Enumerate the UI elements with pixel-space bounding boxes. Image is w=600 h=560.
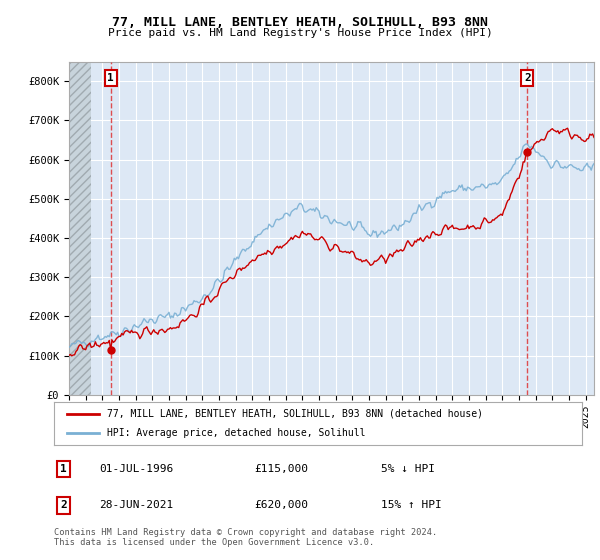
Text: 5% ↓ HPI: 5% ↓ HPI <box>382 464 436 474</box>
Text: Contains HM Land Registry data © Crown copyright and database right 2024.
This d: Contains HM Land Registry data © Crown c… <box>54 528 437 547</box>
Text: 01-JUL-1996: 01-JUL-1996 <box>99 464 173 474</box>
Text: 77, MILL LANE, BENTLEY HEATH, SOLIHULL, B93 8NN (detached house): 77, MILL LANE, BENTLEY HEATH, SOLIHULL, … <box>107 409 483 419</box>
Text: £115,000: £115,000 <box>254 464 308 474</box>
Text: 28-JUN-2021: 28-JUN-2021 <box>99 501 173 510</box>
Text: HPI: Average price, detached house, Solihull: HPI: Average price, detached house, Soli… <box>107 428 365 438</box>
Text: 2: 2 <box>524 73 531 83</box>
Text: Price paid vs. HM Land Registry's House Price Index (HPI): Price paid vs. HM Land Registry's House … <box>107 28 493 38</box>
Text: 2: 2 <box>60 501 67 510</box>
Text: £620,000: £620,000 <box>254 501 308 510</box>
Text: 77, MILL LANE, BENTLEY HEATH, SOLIHULL, B93 8NN: 77, MILL LANE, BENTLEY HEATH, SOLIHULL, … <box>112 16 488 29</box>
Bar <box>69 62 91 395</box>
Text: 15% ↑ HPI: 15% ↑ HPI <box>382 501 442 510</box>
Text: 1: 1 <box>107 73 114 83</box>
Text: 1: 1 <box>60 464 67 474</box>
